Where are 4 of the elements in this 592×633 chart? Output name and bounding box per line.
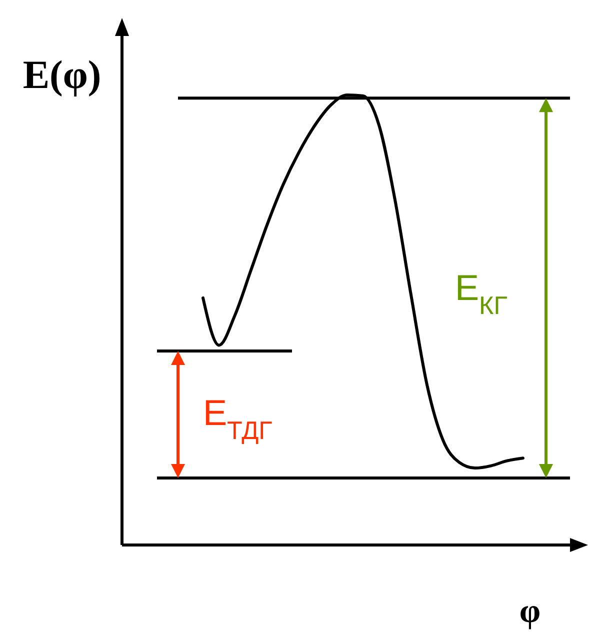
annotation: E$_{КГ}$ (455, 267, 508, 320)
annotation: E$_{ТДГ}$ (203, 392, 273, 445)
x-axis-title: φ (519, 593, 541, 630)
y-axis-title: E(φ) (22, 52, 102, 97)
